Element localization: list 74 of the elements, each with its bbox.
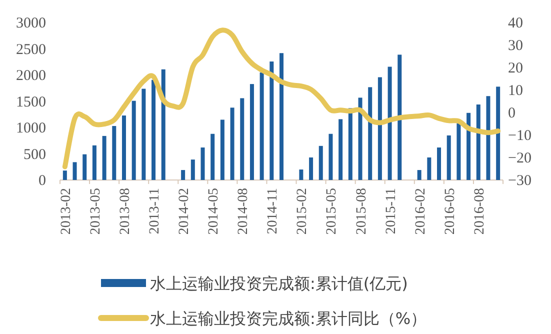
x-tick-label: 2015-08: [354, 188, 370, 235]
x-tick-label: 2013-08: [118, 188, 133, 235]
bar: [210, 134, 215, 180]
y-tick-label: 1500: [16, 94, 46, 110]
x-tick-label: 2016-02: [413, 188, 428, 235]
bar: [72, 162, 77, 180]
bar: [378, 77, 382, 180]
bar: [388, 66, 392, 180]
bar: [152, 80, 156, 180]
bar: [250, 84, 254, 180]
y2-tick-label: 40: [508, 16, 523, 32]
bar: [82, 154, 87, 180]
bar: [328, 134, 333, 180]
bar: [220, 120, 224, 180]
bar: [437, 147, 442, 180]
y-tick-label: 0: [38, 173, 46, 189]
bar: [318, 146, 323, 180]
y-tick-label: 1000: [16, 120, 46, 137]
x-tick-label: 2014-05: [206, 188, 222, 235]
y2-tick-label: 0: [508, 106, 516, 122]
bar: [368, 87, 372, 180]
x-tick-label: 2014-02: [177, 188, 192, 235]
y2-tick-label: 30: [508, 38, 523, 54]
x-tick-label: 2014-11: [266, 188, 281, 234]
bar: [417, 170, 422, 180]
y2-tick-label: −30: [508, 173, 532, 189]
bar: [476, 104, 480, 180]
x-tick-label: 2013-05: [88, 188, 104, 235]
bar: [427, 157, 432, 180]
bar: [200, 147, 205, 180]
bar: [496, 86, 500, 180]
bar: [240, 98, 244, 180]
bar: [161, 69, 166, 180]
bar: [260, 72, 264, 180]
bar: [112, 126, 116, 180]
y-tick-label: 3000: [16, 16, 46, 32]
y-tick-label: 500: [24, 146, 46, 163]
x-tick-label: 2015-11: [384, 188, 399, 234]
bar: [62, 170, 67, 180]
x-tick-label: 2015-02: [295, 188, 310, 235]
bar: [466, 112, 471, 180]
bar: [358, 98, 362, 180]
bar: [446, 135, 451, 180]
bar: [309, 157, 314, 180]
legend-label: 水上运输业投资完成额:累计值(亿元): [150, 274, 408, 293]
y2-tick-label: −10: [508, 128, 532, 144]
bar: [299, 170, 304, 180]
x-tick-label: 2014-08: [236, 188, 252, 235]
legend-label: 水上运输业投资完成额:累计同比（%）: [150, 309, 427, 328]
bar: [348, 108, 352, 180]
y-tick-label: 2500: [16, 42, 46, 58]
y2-tick-label: −20: [508, 150, 532, 167]
y2-tick-label: 10: [508, 83, 523, 100]
bar: [280, 53, 284, 180]
bar: [486, 96, 490, 180]
bar: [142, 88, 146, 180]
bar: [92, 145, 96, 180]
bar: [230, 108, 234, 180]
bar: [456, 123, 461, 180]
x-tick-label: 2013-11: [148, 188, 163, 234]
x-tick-label: 2013-02: [58, 188, 74, 235]
bar: [102, 136, 106, 180]
bar: [132, 100, 136, 180]
x-tick-label: 2015-05: [324, 188, 340, 235]
x-tick-label: 2016-08: [472, 188, 488, 235]
bar: [338, 119, 343, 180]
x-tick-label: 2016-05: [442, 188, 458, 235]
y2-tick-label: 20: [508, 60, 523, 77]
bar: [122, 116, 126, 180]
bar: [270, 62, 274, 180]
bar: [190, 160, 195, 180]
y-tick-label: 2000: [16, 68, 46, 84]
bar: [398, 54, 402, 180]
bar: [181, 170, 186, 180]
